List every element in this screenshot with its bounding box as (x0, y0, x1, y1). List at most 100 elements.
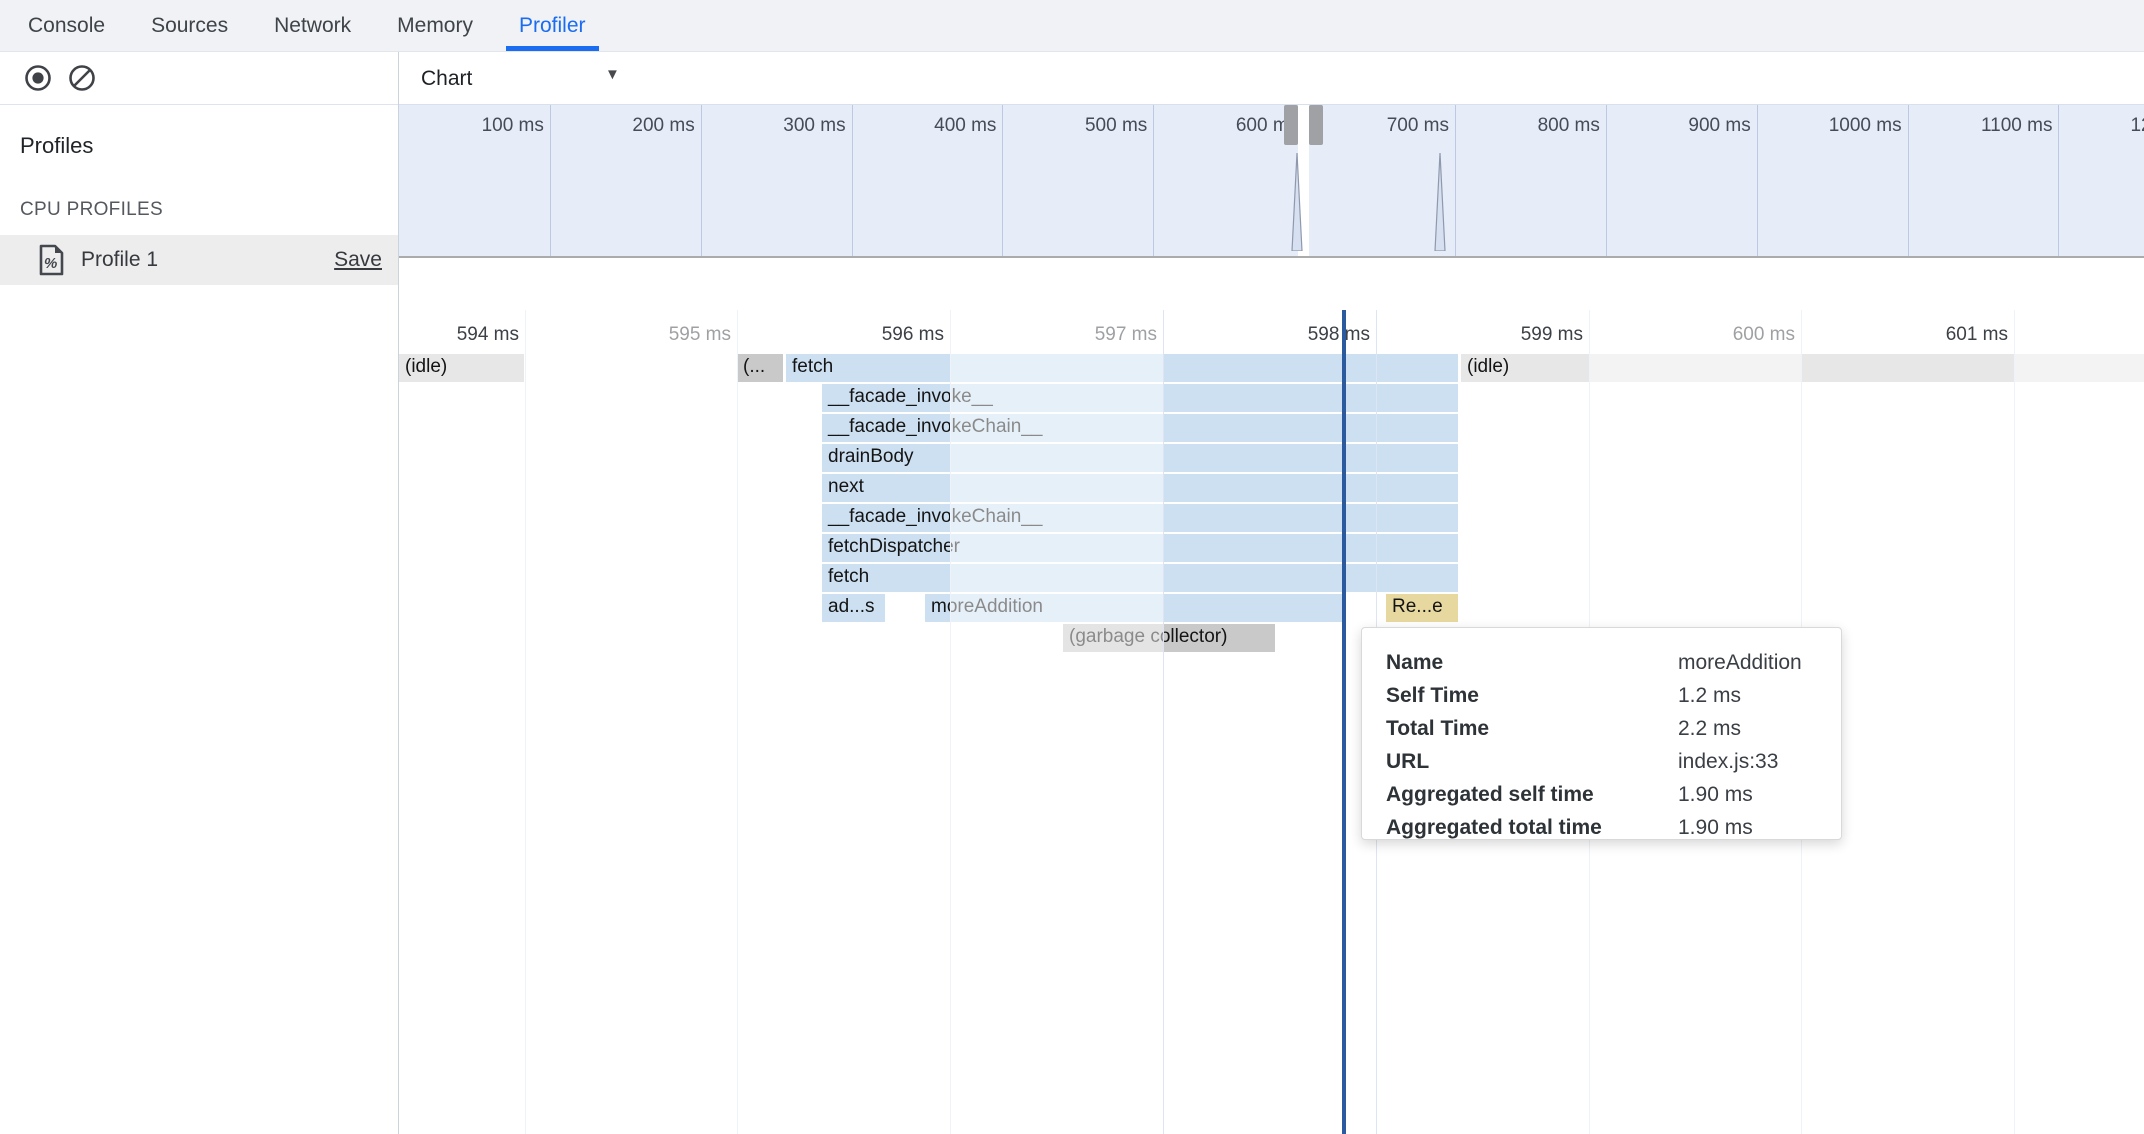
record-icon (25, 65, 51, 91)
frame-label: __facade_invokeChain__ (828, 416, 1043, 437)
overview-tick-label: 1200 ms (2130, 115, 2144, 136)
overview-tick-label: 100 ms (481, 115, 544, 136)
cpu-activity-spike (1433, 151, 1447, 256)
selection-handle-left[interactable] (1284, 105, 1299, 145)
overview-selection-region[interactable] (1298, 105, 1309, 256)
overview-tick-label: 500 ms (1084, 115, 1148, 136)
overview-gridline-900 (1756, 105, 1758, 256)
flame-frame-facadeinvokechain[interactable]: __facade_invokeChain__ (822, 414, 1458, 442)
selection-handle-right[interactable] (1308, 105, 1323, 145)
frame-label: (... (743, 356, 766, 377)
overview-tick-label: 600 ms (1235, 115, 1299, 136)
flame-frame-fetch[interactable]: fetch (822, 564, 1458, 592)
tab-memory[interactable]: Memory (397, 13, 473, 37)
flame-gridline-596 (950, 310, 951, 1134)
overview-tick-label: 800 ms (1537, 115, 1600, 136)
flame-ruler-tick-label: 597 ms (1094, 324, 1157, 345)
tooltip-label: Name (1386, 650, 1444, 674)
save-profile-link[interactable]: Save (334, 248, 382, 271)
frame-label: (garbage collector) (1069, 626, 1228, 647)
frame-label: fetchDispatcher (828, 536, 961, 557)
record-button[interactable] (20, 60, 56, 96)
tooltip-value: moreAddition (1678, 650, 1802, 674)
flame-frame-facadeinvoke[interactable]: __facade_invoke__ (822, 384, 1458, 412)
tab-network[interactable]: Network (274, 13, 352, 37)
flame-frame-moreaddition[interactable]: moreAddition (925, 594, 1343, 622)
flame-gridline-595 (737, 310, 738, 1134)
flame-ruler-tick-label: 598 ms (1307, 324, 1370, 345)
frame-label: next (828, 476, 864, 497)
tooltip-value: 1.2 ms (1678, 683, 1742, 707)
frame-label: (idle) (1467, 356, 1510, 377)
frame-label: fetch (792, 356, 834, 377)
tooltip-label: URL (1386, 749, 1430, 773)
tooltip-row: Self Time 1.2 ms (1386, 679, 1841, 712)
frame-label: (idle) (405, 356, 448, 377)
tooltip-label: Self Time (1386, 683, 1479, 707)
flame-frame-idle[interactable]: (idle) (399, 354, 524, 382)
flame-frame-drainbody[interactable]: drainBody (822, 444, 1458, 472)
tab-console[interactable]: Console (28, 13, 106, 37)
flame-gridline-594 (525, 310, 526, 1134)
flame-frame-ads[interactable]: ad...s (822, 594, 885, 622)
overview-gridline-300 (851, 105, 853, 256)
cpu-profiles-section-label: CPU PROFILES (20, 199, 163, 220)
tab-profiler[interactable]: Profiler (505, 0, 599, 51)
overview-tick-label: 700 ms (1386, 115, 1450, 136)
profile-document-icon: % (39, 244, 64, 276)
profiler-panel: Profiles CPU PROFILES % Profile 1 Save C… (0, 52, 2144, 1134)
flame-chart[interactable]: 594 ms 595 ms 596 ms 597 ms 598 ms 599 ms 600 … (399, 310, 2144, 1134)
flame-frame-fetch[interactable]: fetch (786, 354, 1458, 382)
view-mode-select[interactable]: Chart (421, 63, 651, 95)
overview-gridline-400 (1002, 105, 1004, 256)
recording-overview-timeline[interactable]: 100 ms 200 ms 300 ms 400 ms 500 ms 600 ms 700 … (399, 105, 2144, 258)
tooltip-value: 1.90 ms (1678, 815, 1753, 839)
overview-gridline-500 (1153, 105, 1155, 256)
profiler-main-pane: Chart ▼ 100 ms 200 ms 300 ms 400 ms 500 ms 60… (399, 52, 2144, 1134)
tooltip-value: 2.2 ms (1678, 716, 1742, 740)
sidebar-toolbar (0, 52, 398, 105)
current-time-marker[interactable] (1342, 310, 1346, 1134)
tab-sources[interactable]: Sources (151, 13, 229, 37)
frame-tooltip: Name moreAddition Self Time 1.2 ms Total Tim… (1361, 627, 1842, 840)
tooltip-row: Name moreAddition (1386, 646, 1841, 679)
frame-label: __facade_invoke__ (828, 386, 993, 407)
overview-tick-label: 400 ms (934, 115, 997, 136)
flame-frame-idle[interactable]: (idle) (1461, 354, 2144, 382)
frame-label: fetch (828, 566, 870, 587)
flame-frame-next[interactable]: next (822, 474, 1458, 502)
profiler-sidebar: Profiles CPU PROFILES % Profile 1 Save (0, 52, 399, 1134)
tooltip-label: Aggregated self time (1386, 782, 1594, 806)
tooltip-row: URL index.js:33 (1386, 745, 1841, 778)
frame-label: Re...e (1392, 596, 1443, 617)
clear-profiles-button[interactable] (64, 60, 100, 96)
overview-gridline-800 (1605, 105, 1607, 256)
view-mode-label: Chart (421, 67, 473, 90)
flame-frame-garbagecollector[interactable]: (garbage collector) (1063, 624, 1275, 652)
tooltip-row: Aggregated self time 1.90 ms (1386, 778, 1841, 811)
chart-toolbar: Chart ▼ (399, 52, 2144, 105)
flame-frame-ree[interactable]: Re...e (1386, 594, 1458, 622)
tooltip-value: 1.90 ms (1678, 782, 1753, 806)
profile-name: Profile 1 (81, 248, 159, 271)
tooltip-label: Total Time (1386, 716, 1490, 740)
flame-frame-fetchdispatcher[interactable]: fetchDispatcher (822, 534, 1458, 562)
overview-tick-label: 300 ms (783, 115, 846, 136)
chevron-down-icon: ▼ (605, 66, 620, 83)
flame-frame-[interactable]: (... (737, 354, 783, 382)
overview-gridline-200 (700, 105, 702, 256)
frame-label: ad...s (828, 596, 875, 617)
flame-gridline-597 (1163, 310, 1164, 1134)
overview-gridline-100 (549, 105, 551, 256)
overview-tick-label: 1100 ms (1980, 115, 2053, 136)
overview-gridline-1000 (1907, 105, 1909, 256)
svg-text:%: % (44, 255, 57, 272)
flame-ruler-tick-label: 594 ms (456, 324, 519, 345)
flame-ruler-tick-label: 595 ms (668, 324, 731, 345)
flame-frame-facadeinvokechain[interactable]: __facade_invokeChain__ (822, 504, 1458, 532)
profile-list-item[interactable]: % Profile 1 Save (0, 235, 398, 285)
flame-ruler-tick-label: 600 ms (1732, 324, 1795, 345)
overview-gridline-1100 (2058, 105, 2060, 256)
tooltip-row: Total Time 2.2 ms (1386, 712, 1841, 745)
